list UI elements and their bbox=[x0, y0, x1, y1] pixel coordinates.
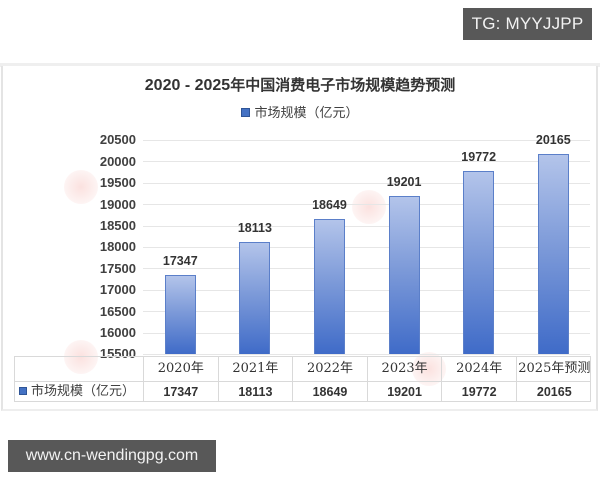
y-tick: 18500 bbox=[99, 218, 136, 233]
y-tick: 18000 bbox=[99, 239, 136, 254]
bar bbox=[537, 154, 569, 354]
bar-value-label: 18649 bbox=[312, 198, 347, 213]
table-cell: 18649 bbox=[293, 382, 368, 402]
bar-value-label: 18113 bbox=[237, 221, 272, 236]
gridline bbox=[143, 247, 590, 248]
gridline bbox=[143, 311, 590, 312]
table-cell: 19201 bbox=[368, 382, 443, 402]
table-corner bbox=[15, 357, 144, 381]
table-row: 市场规模（亿元） 17347 18113 18649 19201 19772 2… bbox=[15, 381, 590, 402]
y-tick: 16000 bbox=[99, 325, 136, 340]
chart-title: 2020 - 2025年中国消费电子市场规模趋势预测 bbox=[0, 74, 600, 95]
gridline bbox=[143, 226, 590, 227]
table-header-cell: 2023年 bbox=[368, 357, 443, 381]
y-tick: 19000 bbox=[99, 197, 136, 212]
y-tick: 19500 bbox=[99, 175, 136, 190]
gridline bbox=[143, 290, 590, 291]
bar bbox=[388, 195, 420, 354]
legend-swatch-icon bbox=[241, 108, 251, 117]
y-tick: 20000 bbox=[99, 154, 136, 169]
gridline bbox=[143, 161, 590, 162]
bar-value-label: 17347 bbox=[162, 253, 198, 268]
telegram-tag: TG: MYYJJPP bbox=[463, 8, 592, 40]
website-tag: www.cn-wendingpg.com bbox=[8, 440, 216, 472]
legend-swatch-icon bbox=[19, 387, 27, 395]
gridline bbox=[143, 333, 590, 334]
chart-title-text: 年中国消费电子市场规模趋势预测 bbox=[230, 76, 456, 94]
gridline bbox=[143, 183, 590, 184]
table-header-cell: 2025年预测 bbox=[518, 361, 591, 376]
bar-value-label: 20165 bbox=[535, 133, 571, 148]
table-header-row: 2020年 2021年 2022年 2023年 2024年 2025年预测 bbox=[15, 357, 590, 381]
y-tick: 20500 bbox=[99, 132, 136, 147]
gridline bbox=[143, 268, 590, 269]
gridline bbox=[143, 354, 590, 355]
gridline bbox=[143, 204, 590, 205]
legend-label: 市场规模（亿元） bbox=[254, 106, 359, 121]
table-header-cell: 2024年 bbox=[442, 357, 517, 381]
y-tick: 17000 bbox=[99, 282, 136, 297]
bar bbox=[164, 274, 196, 354]
table-header-cell: 2021年 bbox=[219, 357, 294, 381]
bar-value-label: 19201 bbox=[386, 174, 422, 189]
table-series-name: 市场规模（亿元） bbox=[31, 384, 136, 399]
chart-frame-top bbox=[0, 63, 600, 67]
table-header-cell: 2020年 bbox=[144, 357, 219, 381]
y-tick: 17500 bbox=[99, 261, 136, 276]
bar-value-label: 19772 bbox=[461, 150, 497, 165]
y-tick: 16500 bbox=[99, 304, 136, 319]
table-cell: 18113 bbox=[219, 382, 294, 402]
bar bbox=[314, 219, 345, 354]
table-cell: 19772 bbox=[442, 382, 517, 402]
gridline bbox=[143, 140, 590, 141]
chart-title-years: 2020 - 2025 bbox=[144, 77, 231, 94]
table-series-label: 市场规模（亿元） bbox=[15, 382, 144, 402]
bar bbox=[239, 242, 271, 354]
chart-legend: 市场规模（亿元） bbox=[0, 102, 600, 121]
chart-frame bbox=[1, 66, 598, 411]
data-table: 2020年 2021年 2022年 2023年 2024年 2025年预测 市场… bbox=[14, 356, 591, 402]
bar bbox=[463, 171, 495, 354]
table-cell: 17347 bbox=[144, 382, 219, 402]
table-header-cell: 2022年 bbox=[293, 357, 368, 381]
table-cell: 20165 bbox=[536, 385, 572, 399]
y-tick: 15500 bbox=[99, 346, 136, 361]
